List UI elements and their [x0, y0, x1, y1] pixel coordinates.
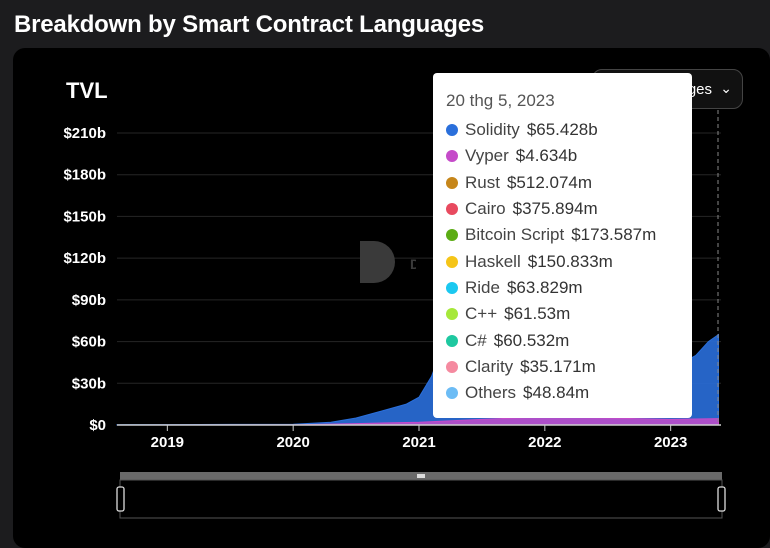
tooltip-series-name: Haskell [465, 251, 521, 271]
language-select-value: ges [687, 81, 712, 98]
tooltip-rows: Solidity $65.428b Vyper $4.634b Rust $512.074… [446, 117, 692, 406]
tooltip-row: Ride $63.829m [446, 275, 692, 301]
tooltip-row: Haskell $150.833m [446, 248, 692, 274]
y-tick-label: $150b [63, 208, 106, 225]
range-slider[interactable] [116, 472, 726, 519]
tooltip-series-value: $60.532m [493, 330, 570, 350]
tooltip-row: Others $48.84m [446, 380, 692, 406]
tooltip-series-value: $48.84m [523, 383, 590, 403]
tooltip-series-name: Bitcoin Script [465, 225, 565, 245]
tooltip-series-value: $375.894m [512, 199, 598, 219]
legend-dot-icon [446, 281, 458, 294]
tooltip-row: Bitcoin Script $173.587m [446, 222, 692, 248]
x-tick-label: 2021 [402, 434, 435, 451]
tooltip-series-name: C++ [465, 304, 498, 324]
chart-title: TVL [66, 78, 108, 103]
tooltip-series-value: $61.53m [504, 304, 571, 324]
y-tick-label: $0 [89, 417, 106, 434]
y-tick-label: $60b [72, 334, 106, 351]
defillama-watermark-icon: De [356, 237, 428, 292]
tooltip-series-name: C# [465, 330, 487, 350]
range-slider-grip [417, 474, 425, 478]
tooltip-row: C++ $61.53m [446, 301, 692, 327]
range-slider-left-handle [116, 486, 125, 512]
x-tick-label: 2020 [276, 434, 309, 451]
legend-dot-icon [446, 334, 458, 347]
svg-text:De: De [410, 256, 416, 272]
y-tick-label: $180b [63, 167, 106, 184]
range-slider-right-handle [717, 486, 726, 512]
tooltip-series-value: $35.171m [520, 356, 596, 376]
tooltip-series-value: $173.587m [571, 225, 657, 245]
tooltip-series-name: Others [465, 383, 517, 403]
legend-dot-icon [446, 308, 458, 321]
tooltip-series-value: $512.074m [506, 172, 593, 192]
tooltip-series-value: $4.634b [515, 146, 578, 166]
tooltip-series-name: Vyper [465, 146, 509, 166]
tooltip-row: Clarity $35.171m [446, 354, 692, 380]
x-tick-label: 2019 [151, 434, 184, 451]
y-tick-label: $210b [63, 125, 106, 142]
range-slider-window [119, 479, 723, 519]
tooltip-series-value: $65.428b [526, 120, 598, 140]
legend-dot-icon [446, 124, 458, 137]
tooltip-series-value: $63.829m [506, 277, 583, 297]
tooltip-series-name: Ride [465, 277, 500, 297]
tooltip-series-name: Solidity [465, 120, 520, 140]
tooltip-row: C# $60.532m [446, 327, 692, 353]
tooltip-row: Vyper $4.634b [446, 143, 692, 169]
legend-dot-icon [446, 229, 458, 242]
x-tick-label: 2022 [528, 434, 561, 451]
legend-dot-icon [446, 387, 458, 400]
page-title: Breakdown by Smart Contract Languages [14, 11, 485, 38]
y-tick-label: $30b [72, 375, 106, 392]
chart-tooltip: 20 thg 5, 2023 Solidity $65.428b Vyper $4.6… [433, 73, 692, 418]
y-axis-ticks: $0 $30b $60b $90b $120b $150b $180b $210b [63, 125, 106, 434]
legend-dot-icon [446, 203, 458, 216]
tooltip-row: Rust $512.074m [446, 170, 692, 196]
tooltip-date: 20 thg 5, 2023 [446, 91, 555, 110]
legend-dot-icon [446, 176, 458, 189]
legend-dot-icon [446, 360, 458, 373]
tooltip-row: Cairo $375.894m [446, 196, 692, 222]
tooltip-row: Solidity $65.428b [446, 117, 692, 143]
x-tick-label: 2023 [654, 434, 687, 451]
tooltip-series-value: $150.833m [527, 251, 613, 271]
y-tick-label: $90b [72, 292, 106, 309]
tooltip-series-name: Rust [465, 172, 500, 192]
tooltip-series-name: Clarity [465, 356, 514, 376]
legend-dot-icon [446, 255, 458, 268]
chevron-down-icon: ⌄ [720, 80, 732, 96]
y-tick-label: $120b [63, 250, 106, 267]
tooltip-series-name: Cairo [465, 199, 506, 219]
legend-dot-icon [446, 150, 458, 163]
x-axis-ticks: 2019 2020 2021 2022 2023 [151, 425, 687, 451]
